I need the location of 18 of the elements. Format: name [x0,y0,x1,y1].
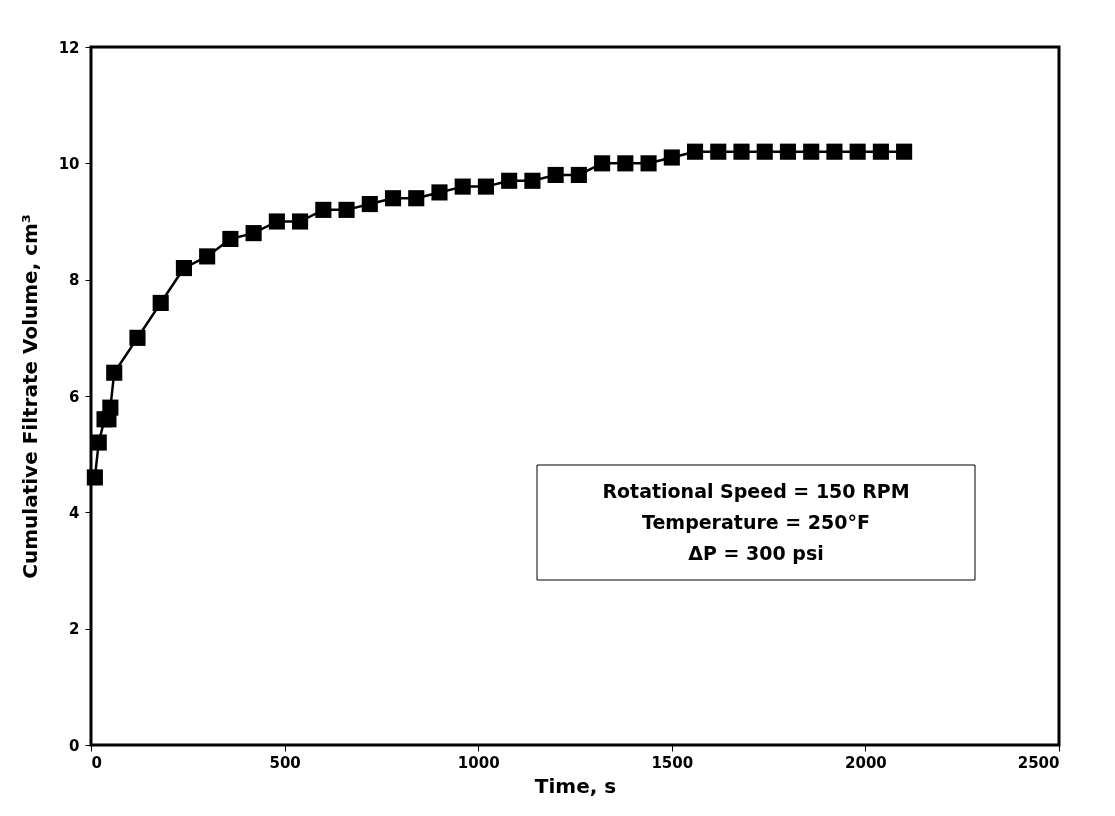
y-tick-label: 12 [58,38,80,57]
y-tick-label: 0 [69,736,80,755]
x-tick-label: 500 [269,753,301,772]
x-tick-label: 1500 [651,753,694,772]
annotation: ΔP = 300 psi [688,542,824,564]
y-tick-label: 10 [58,154,80,173]
x-tick-label: 2500 [1017,753,1060,772]
x-tick-label: 1000 [457,753,500,772]
y-axis-title: Cumulative Filtrate Volume, cm³ [17,214,42,579]
annotation: Temperature = 250°F [642,511,870,533]
x-tick-label: 0 [91,753,102,772]
y-tick-label: 2 [69,620,80,639]
y-tick-label: 8 [69,271,80,290]
y-tick-label: 6 [69,387,80,406]
x-tick-label: 2000 [845,753,887,772]
x-axis-title: Time, s [534,773,617,798]
y-tick-label: 4 [69,503,80,522]
annotation: Rotational Speed = 150 RPM [602,480,910,502]
